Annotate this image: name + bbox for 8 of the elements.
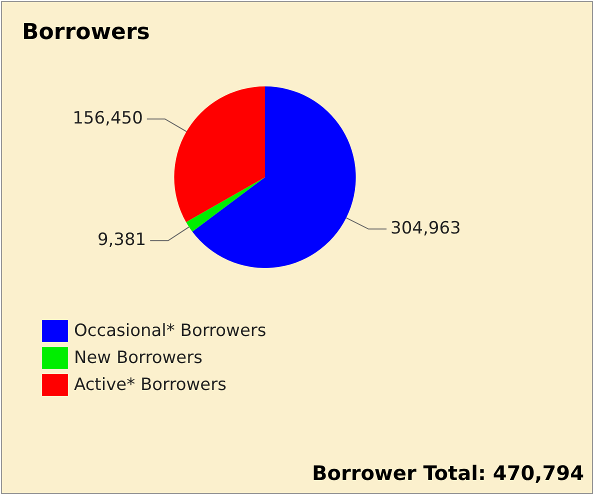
text: Borrower Total: 470,794 — [312, 461, 584, 486]
legend-label: Occasional* Borrowers — [74, 320, 266, 340]
chart-title: Borrowers — [22, 20, 150, 45]
data-label: 9,381 — [97, 230, 146, 250]
data-label: 156,450 — [72, 108, 143, 128]
data-label: 304,963 — [390, 218, 461, 238]
legend-label: Active* Borrowers — [74, 374, 226, 394]
legend-label: New Borrowers — [74, 348, 202, 368]
